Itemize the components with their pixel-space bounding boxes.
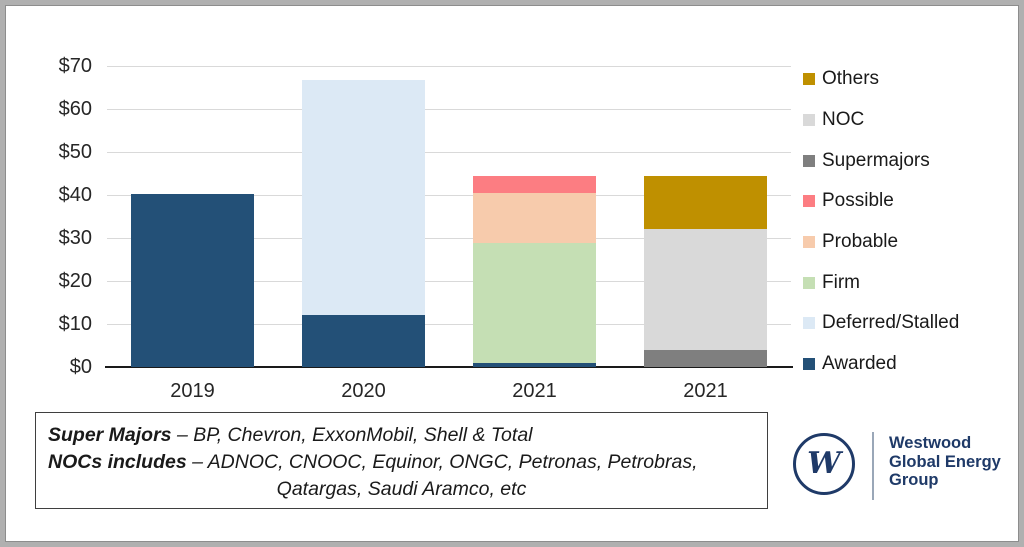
y-tick-label-30: $30 xyxy=(58,227,92,249)
bar-segment-awarded xyxy=(131,193,254,367)
bar-2021-2 xyxy=(473,176,596,367)
gridline-50 xyxy=(107,152,791,153)
legend-label: NOC xyxy=(822,109,865,131)
gridline-30 xyxy=(107,238,791,239)
y-tick-label-0: $0 xyxy=(69,356,92,378)
y-tick-label-10: $10 xyxy=(58,313,92,335)
legend-label: Supermajors xyxy=(822,149,930,171)
logo-wordmark-line1: Westwood xyxy=(889,434,972,452)
legend-item-possible: Possible xyxy=(803,181,959,222)
x-tick-label-1: 2020 xyxy=(341,380,386,402)
footnote-line-2: NOCs includes – ADNOC, CNOOC, Equinor, O… xyxy=(48,451,698,473)
x-tick-label-3: 2021 xyxy=(683,380,728,402)
bar-segment-awarded xyxy=(302,315,425,367)
legend-swatch-icon xyxy=(803,236,815,249)
y-tick-label-40: $40 xyxy=(58,184,92,206)
y-tick-label-60: $60 xyxy=(58,98,92,120)
legend-swatch-icon xyxy=(803,195,815,208)
legend-item-awarded: Awarded xyxy=(803,344,959,385)
legend-swatch-icon xyxy=(803,276,815,289)
x-tick-label-0: 2019 xyxy=(170,380,215,402)
bar-segment-firm xyxy=(473,243,596,363)
bar-2020-1 xyxy=(302,80,425,367)
y-tick-label-20: $20 xyxy=(58,270,92,292)
logo-divider xyxy=(872,432,874,500)
legend-swatch-icon xyxy=(803,317,815,330)
x-tick-label-2: 2021 xyxy=(512,380,557,402)
legend-item-noc: NOC xyxy=(803,100,959,141)
logo-wordmark: Westwood Global Energy Group xyxy=(889,434,1001,490)
gridline-40 xyxy=(107,195,791,196)
legend-item-deferred-stalled: Deferred/Stalled xyxy=(803,303,959,344)
bar-segment-possible xyxy=(473,176,596,193)
bar-segment-supermajors xyxy=(644,349,767,367)
legend-label: Others xyxy=(822,68,880,90)
bar-segment-others xyxy=(644,176,767,229)
legend-item-others: Others xyxy=(803,59,959,100)
bar-2021-3 xyxy=(644,176,767,367)
legend-swatch-icon xyxy=(803,114,815,127)
bar-segment-noc xyxy=(644,228,767,350)
legend-label: Awarded xyxy=(822,353,897,375)
legend-item-probable: Probable xyxy=(803,222,959,263)
legend-label: Probable xyxy=(822,231,899,253)
legend-item-supermajors: Supermajors xyxy=(803,140,959,181)
bar-segment-probable xyxy=(473,192,596,244)
chart-canvas: $0 $10 $20 $30 $40 $50 $60 $70 2019 2020 2021 2021… xyxy=(5,5,1019,542)
chart-legend: Others NOC Supermajors Possible Probable Firm… xyxy=(803,59,959,385)
gridline-70 xyxy=(107,66,791,67)
y-tick-label-70: $70 xyxy=(58,55,92,77)
logo-wordmark-line2: Global Energy xyxy=(889,452,1001,471)
x-axis-line xyxy=(105,366,793,368)
legend-label: Deferred/Stalled xyxy=(822,312,960,334)
westwood-logo-icon: W xyxy=(793,433,855,495)
footnote-term-supermajors: Super Majors xyxy=(48,424,172,446)
gridline-20 xyxy=(107,281,791,282)
footnote-term-nocs: NOCs includes xyxy=(48,451,187,473)
bar-segment-awarded xyxy=(473,362,596,367)
gridline-10 xyxy=(107,324,791,325)
legend-swatch-icon xyxy=(803,154,815,167)
legend-swatch-icon xyxy=(803,358,815,371)
bar-segment-deferred-stalled xyxy=(302,80,425,316)
footnote-box: Super Majors – BP, Chevron, ExxonMobil, … xyxy=(35,412,768,509)
logo-w-monogram: W xyxy=(807,445,841,481)
bar-2019-0 xyxy=(131,193,254,367)
footnote-line-1: Super Majors – BP, Chevron, ExxonMobil, … xyxy=(48,424,533,446)
y-tick-label-50: $50 xyxy=(58,141,92,163)
legend-item-firm: Firm xyxy=(803,262,959,303)
gridline-60 xyxy=(107,109,791,110)
footnote-line-3: Qatargas, Saudi Aramco, etc xyxy=(276,478,527,500)
legend-label: Firm xyxy=(822,271,860,293)
legend-swatch-icon xyxy=(803,73,815,86)
plot-area xyxy=(105,66,793,368)
legend-label: Possible xyxy=(822,190,894,212)
logo-wordmark-line3: Group xyxy=(889,471,939,489)
